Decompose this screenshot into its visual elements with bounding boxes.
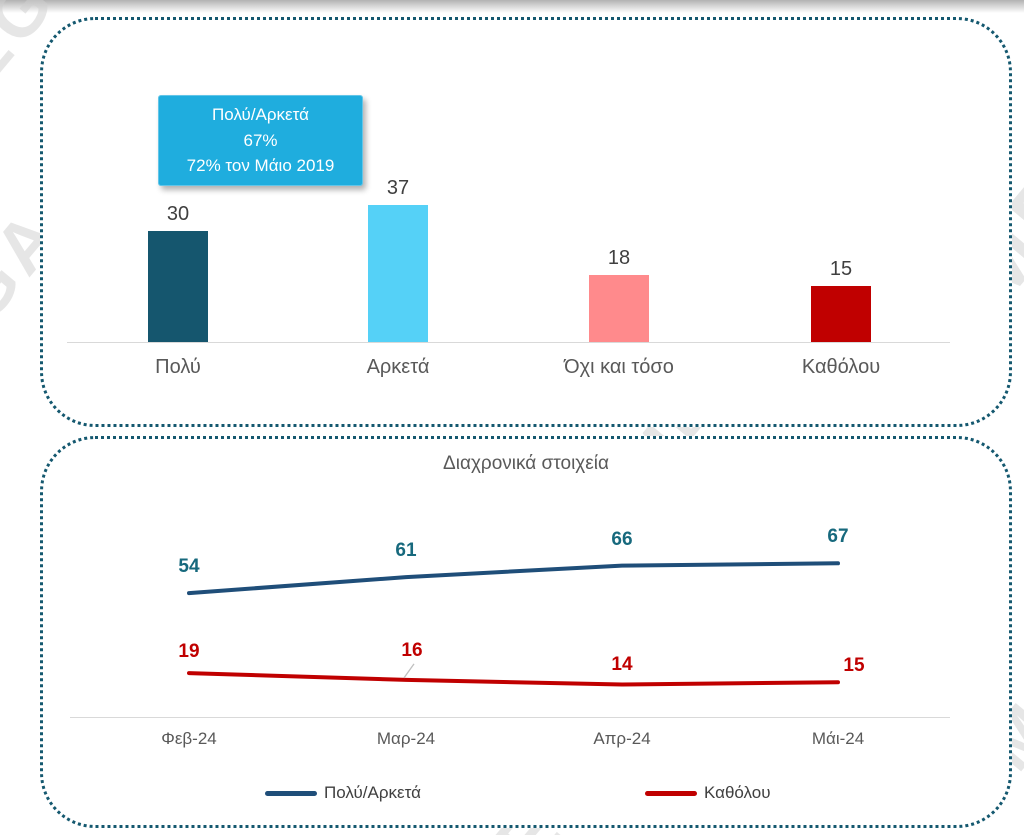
legend-label-poly-arketa: Πολύ/Αρκετά (324, 783, 421, 802)
bar-0 (148, 231, 208, 342)
x-tick-label-0: Φεβ-24 (161, 729, 217, 748)
point-label-s0-1: 61 (395, 540, 417, 562)
bar-x-axis (67, 342, 950, 343)
bar-value-label: 15 (829, 258, 853, 280)
point-label-s1-0: 19 (178, 641, 200, 663)
x-tick-label-2: Απρ-24 (593, 729, 651, 748)
callout-box: Πολύ/Αρκετά 67% 72% τον Μάιο 2019 (158, 95, 363, 186)
bar-value-label: 18 (607, 247, 631, 269)
point-label-s0-3: 67 (827, 526, 849, 548)
series-line-1 (187, 671, 840, 687)
bar-3 (811, 286, 871, 342)
bar-1 (368, 205, 428, 342)
legend-item-poly-arketa: Πολύ/Αρκετά (265, 783, 421, 803)
line-chart-svg (187, 561, 840, 687)
bar-category-label: Καθόλου (801, 356, 881, 378)
top-shadow-strip (0, 0, 1024, 13)
point-label-s0-0: 54 (178, 556, 200, 578)
x-tick-label-3: Μάι-24 (811, 729, 865, 748)
bar-chart-panel: Πολύ/Αρκετά 67% 72% τον Μάιο 2019 30 Πολύ… (40, 17, 1012, 427)
bar-category-label: Όχι και τόσο (564, 356, 674, 378)
bar-value-label: 37 (386, 177, 410, 199)
bar-category-label: Αρκετά (366, 356, 430, 378)
callout-line-3: 72% τον Μάιο 2019 (186, 156, 335, 175)
line-x-axis (70, 717, 950, 718)
line-chart-title: Διαχρονικά στοιχεία (443, 453, 609, 474)
legend-item-katholou: Καθόλου (645, 783, 771, 803)
bar-value-label: 30 (166, 203, 190, 225)
point-label-s1-2: 14 (611, 654, 633, 676)
bar-2 (589, 275, 649, 342)
legend-line-swatch-blue (265, 790, 317, 796)
legend-label-katholou: Καθόλου (704, 783, 771, 802)
series-line-0 (187, 561, 840, 596)
x-tick-label-1: Μαρ-24 (376, 729, 436, 748)
line-chart-panel: Διαχρονικά στοιχεία 54 61 66 67 19 16 14 15 Φεβ-… (40, 436, 1012, 828)
label-leader-line (403, 663, 415, 679)
point-label-s0-2: 66 (611, 528, 633, 550)
legend-line-swatch-red (645, 790, 697, 796)
point-label-s1-1: 16 (401, 639, 423, 661)
bar-category-label: Πολύ (155, 356, 201, 378)
callout-line-2: 67% (243, 130, 278, 150)
point-label-s1-3: 15 (843, 655, 865, 677)
callout-line-1: Πολύ/Αρκετά (212, 105, 309, 124)
